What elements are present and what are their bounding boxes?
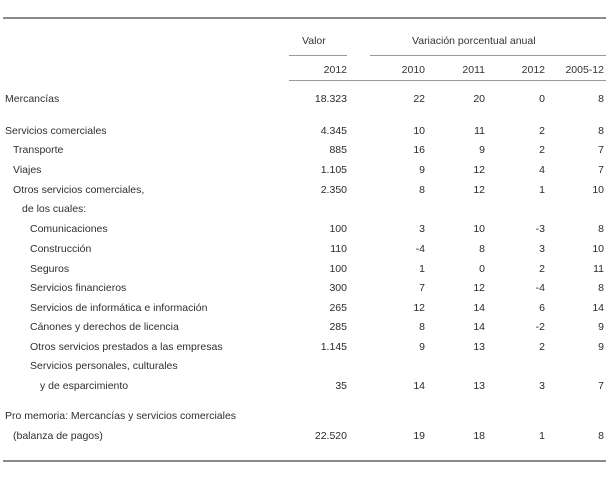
- valor-header-rule: [289, 55, 347, 56]
- row-label: (balanza de pagos): [13, 430, 103, 442]
- cell-2011: 11: [474, 125, 485, 137]
- cell-2010: 8: [419, 184, 425, 196]
- cell-2005-12: 8: [598, 125, 604, 137]
- header-year-2005-12: 2005-12: [565, 64, 604, 76]
- cell-2010: 8: [419, 321, 425, 333]
- cell-2010: 7: [419, 282, 425, 294]
- cell-value: 2.350: [320, 184, 347, 196]
- cell-2010: 14: [413, 380, 425, 392]
- row-label: Servicios comerciales: [5, 125, 107, 137]
- cell-2012: 1: [539, 184, 545, 196]
- cell-2005-12: 7: [598, 144, 604, 156]
- cell-2011: 13: [473, 341, 485, 353]
- cell-2011: 0: [479, 263, 485, 275]
- cell-2005-12: 8: [598, 93, 604, 105]
- cell-2010: 12: [413, 302, 425, 314]
- variacion-header-rule: [370, 55, 606, 56]
- cell-2010: 19: [413, 430, 425, 442]
- header-year-2012: 2012: [521, 64, 545, 76]
- cell-2010: 16: [413, 144, 425, 156]
- cell-2011: 12: [473, 164, 485, 176]
- row-label: Otros servicios comerciales,: [13, 184, 145, 196]
- header-variacion: Variación porcentual anual: [412, 35, 536, 47]
- cell-value: 110: [330, 243, 347, 255]
- row-label: Seguros: [30, 263, 70, 275]
- cell-2005-12: 10: [592, 243, 604, 255]
- cell-2010: 1: [419, 263, 425, 275]
- row-label: de los cuales:: [22, 203, 87, 215]
- cell-2005-12: 7: [598, 164, 604, 176]
- cell-2010: 22: [413, 93, 425, 105]
- row-label: Servicios financieros: [30, 282, 127, 294]
- cell-2010: 9: [419, 341, 425, 353]
- cell-2011: 12: [473, 184, 485, 196]
- cell-2012: 2: [539, 341, 545, 353]
- row-label: y de esparcimiento: [40, 380, 129, 392]
- cell-2011: 8: [479, 243, 485, 255]
- row-label: Servicios personales, culturales: [30, 360, 178, 372]
- cell-2011: 20: [473, 93, 485, 105]
- cell-2010: -4: [415, 243, 425, 255]
- cell-value: 1.105: [320, 164, 347, 176]
- header-year-2011: 2011: [462, 64, 485, 76]
- cell-2011: 14: [473, 321, 485, 333]
- cell-value: 285: [329, 321, 347, 333]
- cell-value: 35: [335, 380, 347, 392]
- cell-2012: 2: [539, 125, 545, 137]
- cell-2011: 13: [473, 380, 485, 392]
- row-label: Viajes: [13, 164, 42, 176]
- cell-2011: 18: [473, 430, 485, 442]
- cell-2012: 0: [539, 93, 545, 105]
- row-label: Pro memoria: Mercancías y servicios come…: [5, 410, 237, 422]
- cell-2010: 3: [419, 223, 425, 235]
- cell-2005-12: 9: [598, 341, 604, 353]
- cell-value: 100: [329, 263, 347, 275]
- cell-2012: 6: [539, 302, 545, 314]
- row-label: Comunicaciones: [30, 223, 108, 235]
- cell-2011: 12: [473, 282, 485, 294]
- row-label: Otros servicios prestados a las empresas: [30, 341, 223, 353]
- table-top-rule: [3, 17, 606, 19]
- cell-value: 18.323: [314, 93, 347, 105]
- header-valor: Valor: [302, 35, 326, 47]
- cell-2005-12: 8: [598, 223, 604, 235]
- column-header-rule: [289, 80, 606, 81]
- cell-value: 300: [329, 282, 347, 294]
- cell-2012: 4: [539, 164, 545, 176]
- cell-2012: 2: [539, 144, 545, 156]
- cell-value: 265: [329, 302, 347, 314]
- cell-2005-12: 8: [598, 430, 604, 442]
- cell-2011: 10: [473, 223, 485, 235]
- cell-2005-12: 10: [592, 184, 604, 196]
- cell-2005-12: 14: [592, 302, 604, 314]
- cell-2012: -4: [535, 282, 545, 294]
- table-bottom-rule: [3, 460, 606, 462]
- cell-value: 22.520: [314, 430, 347, 442]
- row-label: Servicios de informática e información: [30, 302, 208, 314]
- cell-2012: -3: [535, 223, 545, 235]
- header-year-2010: 2010: [401, 64, 425, 76]
- row-label: Transporte: [13, 144, 64, 156]
- cell-2010: 9: [419, 164, 425, 176]
- cell-2012: 2: [539, 263, 545, 275]
- cell-2012: 3: [539, 243, 545, 255]
- cell-value: 100: [329, 223, 347, 235]
- cell-2012: 3: [539, 380, 545, 392]
- cell-value: 885: [329, 144, 347, 156]
- row-label: Mercancías: [5, 93, 60, 105]
- row-label: Cánones y derechos de licencia: [30, 321, 179, 333]
- cell-2005-12: 7: [598, 380, 604, 392]
- cell-value: 1.145: [320, 341, 347, 353]
- cell-2005-12: 9: [598, 321, 604, 333]
- cell-2005-12: 8: [598, 282, 604, 294]
- cell-2011: 14: [473, 302, 485, 314]
- cell-2012: -2: [535, 321, 545, 333]
- cell-2005-12: 11: [593, 263, 604, 275]
- cell-2011: 9: [479, 144, 485, 156]
- row-label: Construcción: [30, 243, 92, 255]
- header-year-valor: 2012: [323, 64, 347, 76]
- cell-2012: 1: [539, 430, 545, 442]
- cell-2010: 10: [413, 125, 425, 137]
- cell-value: 4.345: [320, 125, 347, 137]
